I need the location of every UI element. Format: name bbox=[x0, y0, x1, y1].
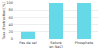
svg-text:Phosphate: Phosphate bbox=[75, 41, 93, 45]
svg-text:0: 0 bbox=[11, 37, 13, 41]
svg-text:Pas de sel: Pas de sel bbox=[19, 41, 36, 45]
svg-text:Taux d'extraction [%]: Taux d'extraction [%] bbox=[2, 2, 6, 41]
svg-text:20: 20 bbox=[9, 30, 13, 34]
svg-text:40: 40 bbox=[9, 23, 13, 27]
svg-text:60: 60 bbox=[9, 16, 13, 20]
svg-text:80: 80 bbox=[9, 8, 13, 12]
svg-text:Saturéen NaCl: Saturéen NaCl bbox=[49, 41, 63, 48]
svg-text:100: 100 bbox=[6, 1, 13, 5]
